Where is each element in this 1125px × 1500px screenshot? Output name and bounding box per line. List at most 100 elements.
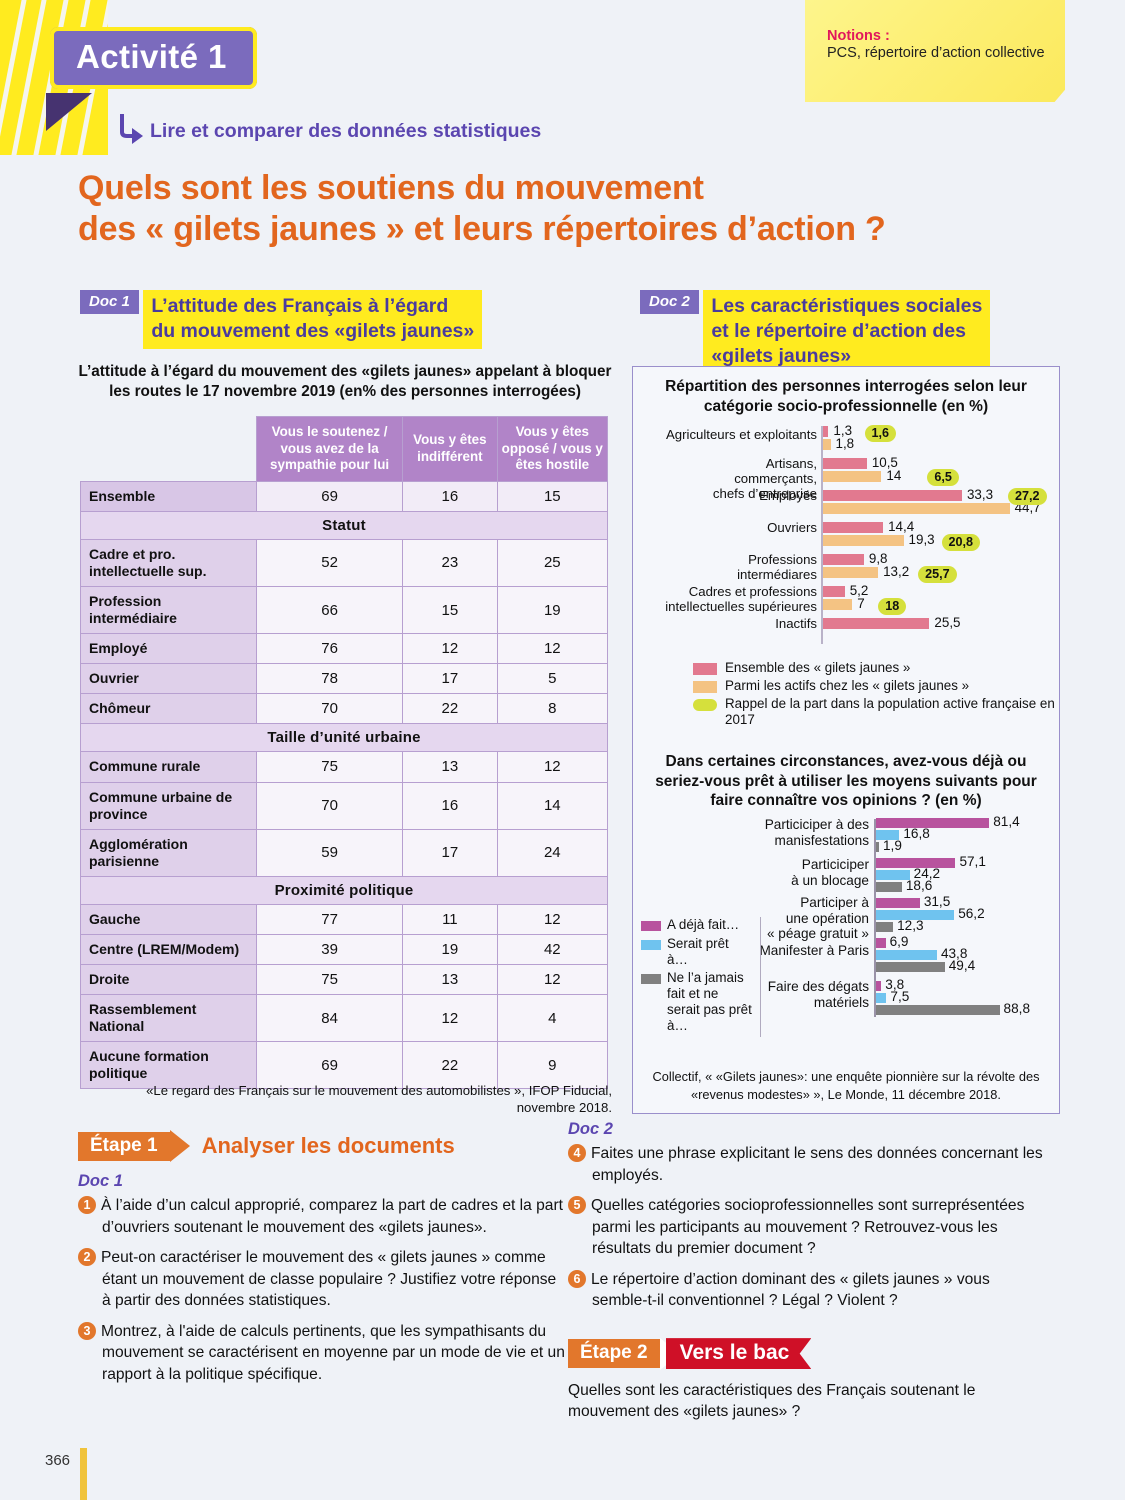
chart2-bar-value: 24,2 (913, 865, 941, 881)
chart2-row: Particiciper à des manisfestations 81,4 16,… (633, 814, 1059, 855)
legend-item: A déjà fait… (641, 917, 752, 933)
table-column-header: Vous le soutenez / vous avez de la sympa… (255, 416, 404, 482)
table-section-header: Statut (80, 510, 608, 540)
etape2-title: Vers le bac (665, 1338, 812, 1370)
chart1-row: Artisans, commerçants, chefs d’entreprise 1… (633, 455, 1059, 501)
question-text: Montrez, à l'aide de calculs pertinents,… (101, 1322, 565, 1383)
table-cell: 70 (255, 693, 404, 725)
table-cell: 11 (402, 903, 498, 935)
question-item: 4 Faites une phrase explicitant le sens d… (568, 1143, 1048, 1186)
chart1-category-label: Professions intermédiares (737, 552, 817, 583)
table-row-label: Droite (80, 963, 257, 996)
legend-swatch-magenta (641, 920, 661, 931)
chart2-row: Faire des dégats matériels 3,8 7,5 88,8 (633, 975, 1059, 1016)
table-row: Agglomération parisienne 59 17 24 (80, 828, 609, 877)
table-cell: 59 (255, 828, 404, 877)
table-cell: 12 (496, 633, 609, 665)
table-row-label: Gauche (80, 903, 257, 935)
page-accent-bar (80, 1448, 87, 1500)
table-column-header: Vous y êtes indifférent (402, 416, 498, 482)
table-column-header: Vous y êtes opposé / vous y êtes hostile (496, 416, 609, 482)
chart2-row: Particiciper à un blocage 57,1 24,2 18,6 (633, 854, 1059, 895)
chart1-bar: 25,5 (823, 615, 960, 630)
chart1-row: Professions intermédiares 9,8 13,2 25,7 (633, 551, 1059, 584)
table-header-row: Vous le soutenez / vous avez de la sympa… (81, 416, 609, 482)
doc1-title-line2: du mouvement des «gilets jaunes» (151, 319, 475, 342)
chart1-legend: Ensemble des « gilets jaunes » Parmi les… (693, 660, 1059, 728)
question-number-badge: 3 (78, 1321, 96, 1340)
table-cell: 15 (496, 480, 609, 512)
chart2-bar: 7,5 (876, 989, 909, 1004)
arrow-down-right-icon (120, 114, 143, 144)
table-cell: 5 (496, 663, 609, 695)
etape2-question: Quelles sont les caractéristiques des Fr… (568, 1381, 976, 1421)
chart2-bar-value: 1,9 (883, 837, 902, 853)
chart1-title: Répartition des personnes interrogées se… (665, 378, 1027, 415)
question-text: Quelles catégories socioprofessionnelles… (591, 1197, 1025, 1258)
table-cell: 17 (402, 663, 498, 695)
table-row: Proximité politique (80, 875, 608, 905)
chart2-bar: 56,2 (876, 906, 985, 921)
activity-badge: Activité 1 (50, 27, 257, 89)
legend-swatch-blue (641, 939, 661, 950)
table-row-label: Commune urbaine de province (80, 781, 257, 830)
chart1-category-label: Artisans, commerçants, chefs d’entreprise (712, 456, 817, 502)
table-row-label: Rassemblement National (80, 994, 257, 1043)
chart1-bar-value: 13,2 (883, 564, 910, 580)
notions-label: Notions : (827, 28, 890, 44)
legend-item: Rappel de la part dans la population act… (693, 696, 1059, 728)
chart2-bars: 81,4 16,8 1,9 (876, 814, 1020, 854)
chart1-bar-value: 1,3 (833, 423, 853, 439)
chart2-bar-value: 56,2 (958, 905, 985, 921)
notions-text: PCS, répertoire d’action collective (827, 45, 1045, 61)
table-cell: 69 (255, 480, 404, 512)
table-cell: 25 (496, 538, 609, 588)
activity-subtitle-row: Lire et comparer des données statistique… (118, 112, 541, 144)
table-cell: 12 (496, 751, 609, 783)
chart2-bar: 1,9 (876, 838, 902, 853)
table-cell: 16 (402, 480, 498, 512)
table-cell: 19 (402, 933, 498, 966)
table-section-header: Proximité politique (80, 875, 608, 905)
chart2-bar-value: 49,4 (948, 957, 976, 973)
legend-label: A déjà fait… (667, 916, 740, 932)
table-row: Droite 75 13 12 (80, 963, 609, 996)
chart2-bar: 16,8 (876, 826, 930, 841)
chart1-bar: 9,8 (823, 551, 888, 566)
chart1-bar-value: 7 (857, 596, 865, 612)
chart2-bar: 43,8 (876, 946, 967, 961)
chart2-bar-value: 6,9 (889, 933, 909, 949)
etape1-column-left: Étape 1 Analyser les documents Doc 1 1 À … (78, 1130, 568, 1394)
chart1-bar: 14,4 (823, 519, 914, 534)
chart1-bar-value: 14,4 (888, 519, 915, 535)
chart1-bar: 1,3 (823, 423, 852, 438)
chart1-bar-value: 10,5 (871, 455, 898, 471)
chart2: Particiciper à des manisfestations 81,4 16,… (633, 814, 1059, 1037)
chart1-bars: 5,2 7 18 (823, 583, 907, 616)
chart2-bar: 18,6 (876, 878, 932, 893)
etape2-label: Étape 2 (568, 1339, 660, 1369)
chart2-bar: 49,4 (876, 958, 975, 973)
chart1-row: Agriculteurs et exploitants 1,3 1,8 1,6 (633, 423, 1059, 456)
chart1-row: Employés 33,3 44,7 27,2 (633, 487, 1059, 520)
table-cell: 12 (496, 963, 609, 996)
table-cell: 22 (402, 693, 498, 725)
chart2-axis (874, 818, 876, 1017)
table-row: Centre (LREM/Modem) 39 19 42 (80, 933, 609, 966)
questions-doc2-label: Doc 2 (568, 1120, 613, 1138)
table-row-label: Chômeur (80, 693, 257, 725)
table-row-label: Cadre et pro. intellectuelle sup. (80, 538, 257, 588)
table-cell: 16 (402, 781, 498, 830)
table-cell: 14 (496, 781, 609, 830)
table-row: Gauche 77 11 12 (80, 903, 609, 935)
table-cell: 22 (402, 1041, 498, 1090)
chart2-row: Manifester à Paris 6,9 43,8 49,4 (633, 933, 1059, 975)
legend-label: Serait prêt à… (667, 935, 729, 967)
table-caption-line1: L’attitude à l’égard du mouvement des «g… (78, 363, 612, 380)
doc2-title-line3: «gilets jaunes» (711, 344, 852, 367)
question-item: 1 À l’aide d’un calcul approprié, compare… (78, 1195, 568, 1238)
chart1-bars: 1,3 1,8 1,6 (823, 423, 897, 452)
chart2-bar-value: 3,8 (885, 976, 905, 992)
etape1-banner: Étape 1 Analyser les documents (78, 1130, 568, 1162)
chart1-bar: 14 (823, 468, 901, 483)
